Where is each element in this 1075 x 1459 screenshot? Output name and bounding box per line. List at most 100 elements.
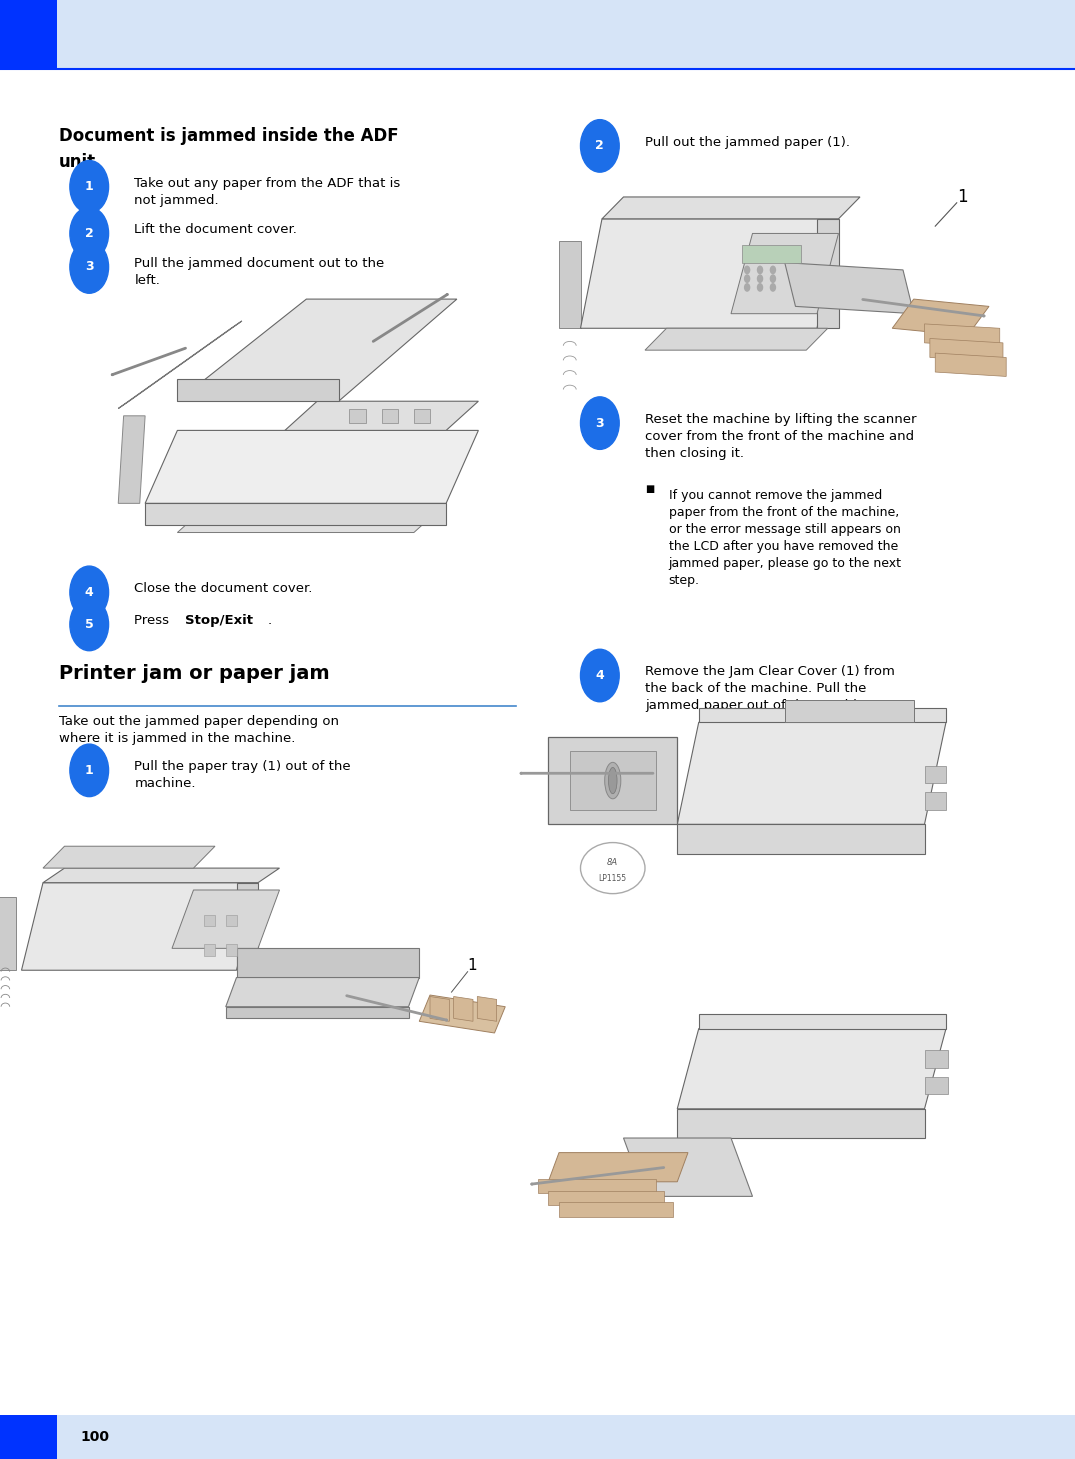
Bar (0, 1415, 1075, 1459)
Text: Pull the jammed document out to the
left.: Pull the jammed document out to the left… (134, 257, 385, 287)
Text: 1: 1 (468, 959, 477, 973)
Text: 8A: 8A (607, 858, 618, 867)
Polygon shape (677, 824, 924, 854)
Polygon shape (817, 219, 838, 328)
Bar (0, 1415, 57, 1459)
Polygon shape (548, 737, 677, 824)
Text: 2: 2 (596, 140, 604, 152)
Ellipse shape (604, 762, 621, 798)
Text: Stop/Exit: Stop/Exit (185, 614, 253, 627)
Polygon shape (172, 890, 280, 948)
Bar (924, 1077, 948, 1094)
Polygon shape (548, 1153, 688, 1182)
Polygon shape (226, 978, 419, 1007)
Circle shape (770, 274, 776, 283)
Text: Document is jammed inside the ADF: Document is jammed inside the ADF (59, 127, 399, 144)
Text: 1: 1 (85, 765, 94, 776)
Text: Close the document cover.: Close the document cover. (134, 582, 313, 595)
Bar (414, 409, 430, 423)
Bar (226, 944, 236, 956)
Polygon shape (118, 416, 145, 503)
Polygon shape (645, 328, 828, 350)
Text: 4: 4 (596, 670, 604, 681)
Bar (382, 409, 398, 423)
Circle shape (580, 397, 619, 449)
Bar (204, 915, 215, 926)
Circle shape (580, 120, 619, 172)
Polygon shape (930, 338, 1003, 362)
Polygon shape (570, 751, 656, 810)
Polygon shape (785, 700, 914, 722)
Polygon shape (699, 708, 946, 722)
Polygon shape (580, 219, 838, 328)
Polygon shape (477, 996, 497, 1021)
Polygon shape (145, 430, 478, 503)
Text: Lift the document cover.: Lift the document cover. (134, 223, 298, 236)
Polygon shape (548, 1191, 664, 1205)
Polygon shape (624, 1138, 752, 1196)
Text: Reset the machine by lifting the scanner
cover from the front of the machine and: Reset the machine by lifting the scanner… (645, 413, 917, 460)
Polygon shape (285, 401, 478, 430)
Text: 1: 1 (85, 181, 94, 193)
Text: Pull out the jammed paper (1).: Pull out the jammed paper (1). (645, 136, 850, 149)
Text: Remove the Jam Clear Cover (1) from
the back of the machine. Pull the
jammed pap: Remove the Jam Clear Cover (1) from the … (645, 665, 894, 712)
Polygon shape (430, 996, 449, 1021)
Polygon shape (454, 996, 473, 1021)
Text: If you cannot remove the jammed
paper from the front of the machine,
or the erro: If you cannot remove the jammed paper fr… (669, 489, 902, 587)
Polygon shape (677, 1109, 924, 1138)
Text: Pull the paper tray (1) out of the
machine.: Pull the paper tray (1) out of the machi… (134, 760, 352, 791)
Text: LP1155: LP1155 (599, 874, 627, 883)
Polygon shape (677, 722, 946, 824)
Polygon shape (935, 353, 1006, 376)
Text: Take out any paper from the ADF that is
not jammed.: Take out any paper from the ADF that is … (134, 177, 401, 207)
Polygon shape (559, 1202, 673, 1217)
Text: ■: ■ (645, 484, 655, 495)
Polygon shape (538, 1179, 656, 1193)
Polygon shape (0, 897, 16, 970)
Polygon shape (559, 241, 580, 328)
Circle shape (770, 266, 776, 274)
Bar (924, 792, 946, 810)
Polygon shape (677, 1029, 946, 1109)
Polygon shape (785, 263, 914, 314)
Circle shape (744, 266, 750, 274)
Circle shape (70, 241, 109, 293)
Circle shape (70, 160, 109, 213)
Polygon shape (177, 379, 339, 401)
Circle shape (757, 283, 763, 292)
Polygon shape (145, 503, 446, 525)
Polygon shape (731, 233, 838, 314)
Polygon shape (226, 1007, 408, 1018)
Polygon shape (177, 299, 457, 401)
Polygon shape (602, 197, 860, 219)
Bar (0, 0, 1075, 69)
Text: 3: 3 (85, 261, 94, 273)
Text: Printer jam or paper jam: Printer jam or paper jam (59, 664, 330, 683)
Text: .: . (268, 614, 272, 627)
Polygon shape (177, 503, 446, 533)
Bar (924, 766, 946, 783)
Circle shape (744, 283, 750, 292)
Polygon shape (924, 324, 1000, 347)
Polygon shape (892, 299, 989, 336)
Bar (742, 245, 801, 263)
Text: 1: 1 (957, 188, 968, 206)
Text: 2: 2 (85, 228, 94, 239)
Text: 100: 100 (81, 1430, 110, 1444)
Bar (0, 0, 57, 69)
Polygon shape (43, 868, 280, 883)
Polygon shape (43, 846, 215, 868)
Circle shape (580, 649, 619, 702)
Circle shape (70, 566, 109, 619)
Circle shape (70, 207, 109, 260)
Polygon shape (419, 995, 505, 1033)
Circle shape (70, 744, 109, 797)
Text: 3: 3 (596, 417, 604, 429)
Circle shape (757, 266, 763, 274)
Circle shape (70, 598, 109, 651)
Circle shape (744, 274, 750, 283)
Text: unit: unit (59, 153, 97, 171)
Polygon shape (236, 948, 419, 978)
Bar (924, 1050, 948, 1068)
Text: Take out the jammed paper depending on
where it is jammed in the machine.: Take out the jammed paper depending on w… (59, 715, 339, 746)
